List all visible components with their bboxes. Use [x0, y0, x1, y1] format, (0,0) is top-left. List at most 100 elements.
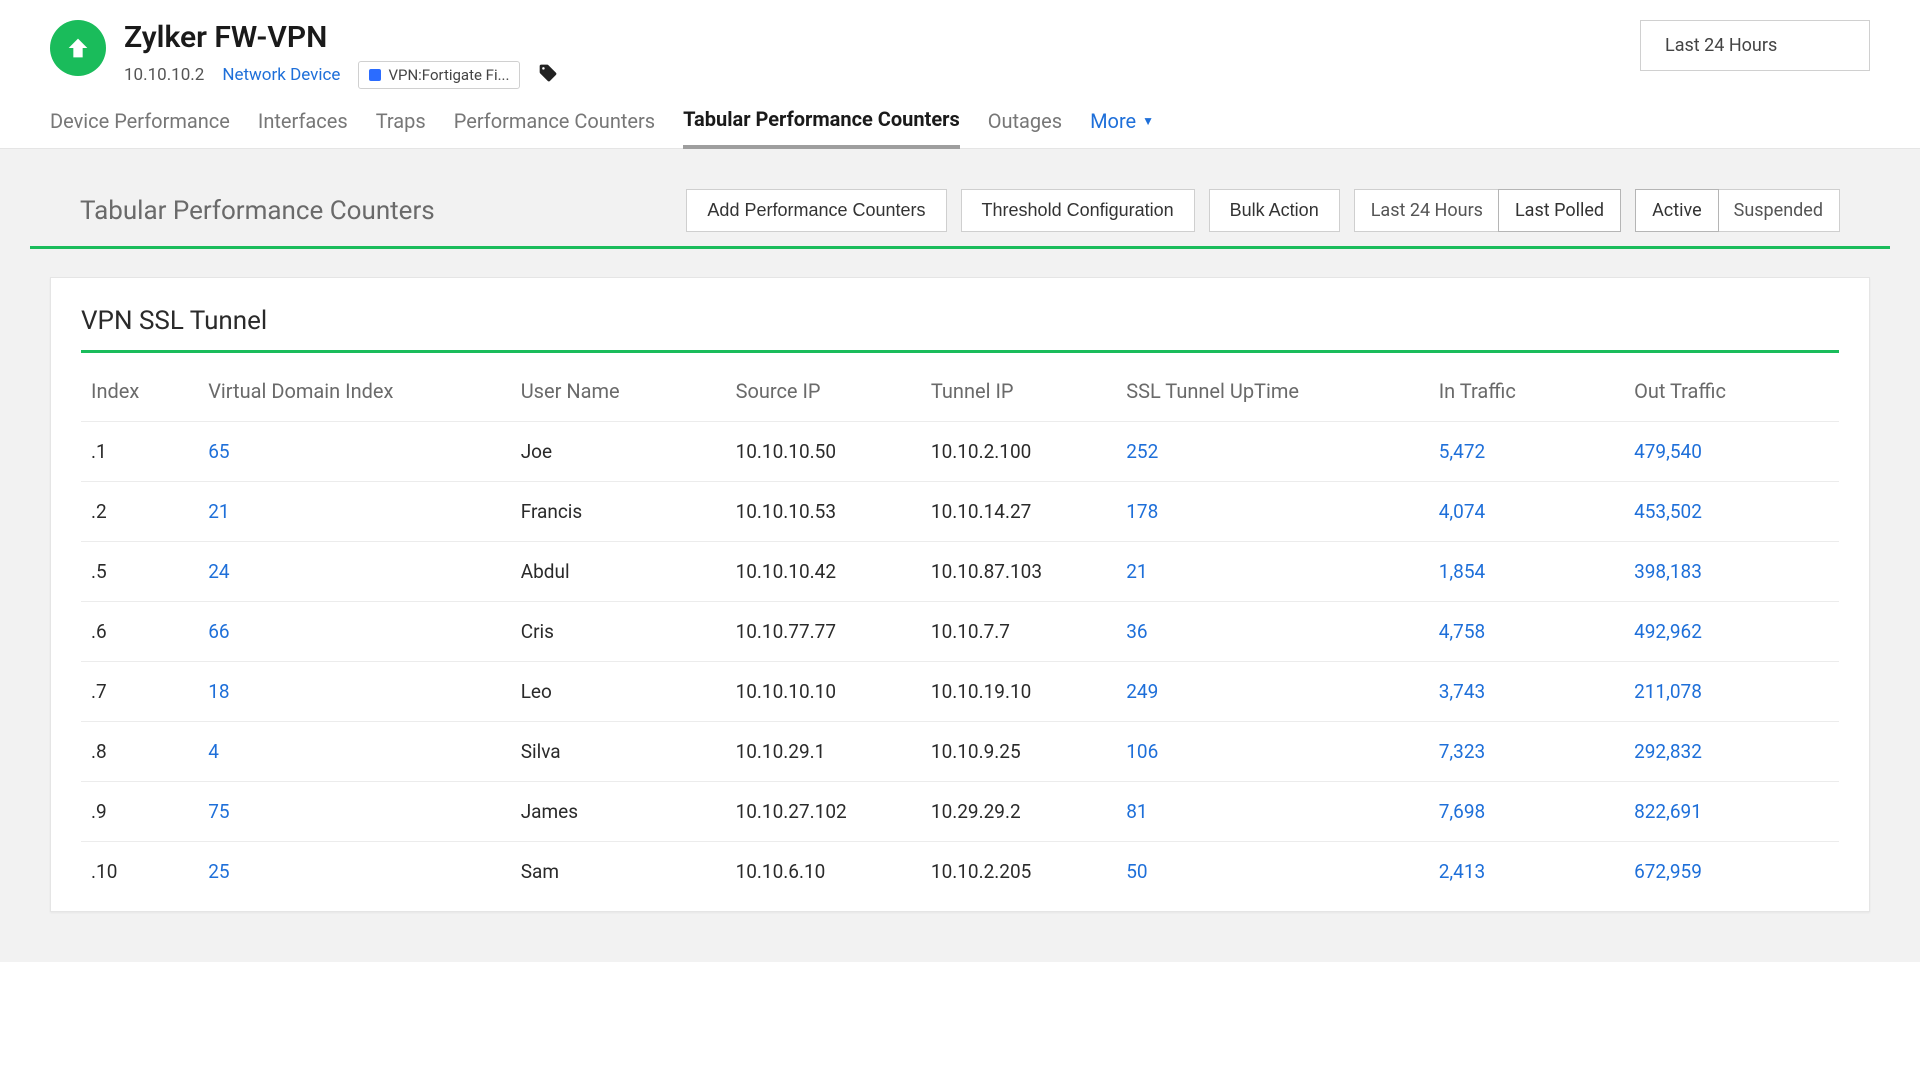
vpn-ssl-tunnel-card: VPN SSL Tunnel Index Virtual Domain Inde… — [50, 277, 1870, 912]
cell-out-traffic-link[interactable]: 492,962 — [1624, 602, 1839, 662]
table-row: .666Cris10.10.77.7710.10.7.7364,758492,9… — [81, 602, 1839, 662]
col-header-in-traffic[interactable]: In Traffic — [1429, 361, 1624, 422]
cell-in-traffic-link[interactable]: 3,743 — [1429, 662, 1624, 722]
col-header-index[interactable]: Index — [81, 361, 198, 422]
cell-tunnel-ip: 10.10.87.103 — [921, 542, 1116, 602]
cell-vdi-link[interactable]: 66 — [198, 602, 511, 662]
cell-uptime-link[interactable]: 81 — [1116, 782, 1429, 842]
bulk-action-button[interactable]: Bulk Action — [1209, 189, 1340, 232]
time-segment-24h[interactable]: Last 24 Hours — [1355, 190, 1499, 231]
cell-uptime-link[interactable]: 178 — [1116, 482, 1429, 542]
cell-uptime-link[interactable]: 249 — [1116, 662, 1429, 722]
col-header-tunnel-ip[interactable]: Tunnel IP — [921, 361, 1116, 422]
device-type-link[interactable]: Network Device — [222, 65, 340, 85]
status-segment-suspended[interactable]: Suspended — [1718, 190, 1839, 231]
cell-uptime-link[interactable]: 106 — [1116, 722, 1429, 782]
cell-tunnel-ip: 10.29.29.2 — [921, 782, 1116, 842]
cell-in-traffic-link[interactable]: 7,698 — [1429, 782, 1624, 842]
add-performance-counters-button[interactable]: Add Performance Counters — [686, 189, 946, 232]
toolbar-actions: Add Performance Counters Threshold Confi… — [686, 189, 1840, 232]
cell-index: .7 — [81, 662, 198, 722]
cell-vdi-link[interactable]: 21 — [198, 482, 511, 542]
tab-traps[interactable]: Traps — [376, 109, 426, 147]
cell-source-ip: 10.10.10.53 — [726, 482, 921, 542]
cell-username: Silva — [511, 722, 726, 782]
cell-out-traffic-link[interactable]: 211,078 — [1624, 662, 1839, 722]
tab-performance-counters[interactable]: Performance Counters — [454, 109, 655, 147]
col-header-username[interactable]: User Name — [511, 361, 726, 422]
cell-source-ip: 10.10.29.1 — [726, 722, 921, 782]
cell-username: Francis — [511, 482, 726, 542]
cell-index: .8 — [81, 722, 198, 782]
cell-uptime-link[interactable]: 21 — [1116, 542, 1429, 602]
cell-in-traffic-link[interactable]: 4,074 — [1429, 482, 1624, 542]
cell-in-traffic-link[interactable]: 1,854 — [1429, 542, 1624, 602]
tag-icon[interactable] — [538, 63, 558, 88]
table-row: .524Abdul10.10.10.4210.10.87.103211,8543… — [81, 542, 1839, 602]
cell-vdi-link[interactable]: 4 — [198, 722, 511, 782]
cell-source-ip: 10.10.10.50 — [726, 422, 921, 482]
cell-tunnel-ip: 10.10.19.10 — [921, 662, 1116, 722]
time-segment-last-polled[interactable]: Last Polled — [1498, 189, 1621, 232]
cell-vdi-link[interactable]: 25 — [198, 842, 511, 902]
table-row: .221Francis10.10.10.5310.10.14.271784,07… — [81, 482, 1839, 542]
cell-tunnel-ip: 10.10.7.7 — [921, 602, 1116, 662]
tab-tabular-performance-counters[interactable]: Tabular Performance Counters — [683, 107, 960, 149]
time-range-dropdown[interactable]: Last 24 Hours — [1640, 20, 1870, 71]
status-segment: Active Suspended — [1635, 189, 1840, 232]
header-left: Zylker FW-VPN 10.10.10.2 Network Device … — [50, 20, 558, 89]
device-subline: 10.10.10.2 Network Device VPN:Fortigate … — [124, 61, 558, 89]
title-block: Zylker FW-VPN 10.10.10.2 Network Device … — [124, 20, 558, 89]
cell-out-traffic-link[interactable]: 453,502 — [1624, 482, 1839, 542]
tab-outages[interactable]: Outages — [988, 109, 1062, 147]
cell-out-traffic-link[interactable]: 822,691 — [1624, 782, 1839, 842]
table-row: .718Leo10.10.10.1010.10.19.102493,743211… — [81, 662, 1839, 722]
cell-in-traffic-link[interactable]: 2,413 — [1429, 842, 1624, 902]
status-segment-active[interactable]: Active — [1635, 189, 1719, 232]
cell-vdi-link[interactable]: 24 — [198, 542, 511, 602]
cell-uptime-link[interactable]: 252 — [1116, 422, 1429, 482]
cell-in-traffic-link[interactable]: 5,472 — [1429, 422, 1624, 482]
col-header-out-traffic[interactable]: Out Traffic — [1624, 361, 1839, 422]
chip-label: VPN:Fortigate Fi... — [388, 66, 509, 84]
cell-index: .10 — [81, 842, 198, 902]
cell-index: .1 — [81, 422, 198, 482]
cell-source-ip: 10.10.6.10 — [726, 842, 921, 902]
cell-username: Abdul — [511, 542, 726, 602]
cell-vdi-link[interactable]: 75 — [198, 782, 511, 842]
card-title: VPN SSL Tunnel — [81, 306, 1839, 353]
tab-interfaces[interactable]: Interfaces — [258, 109, 348, 147]
cell-out-traffic-link[interactable]: 479,540 — [1624, 422, 1839, 482]
tab-more-label: More — [1090, 109, 1136, 133]
tab-more-dropdown[interactable]: More ▼ — [1090, 109, 1154, 147]
cell-vdi-link[interactable]: 18 — [198, 662, 511, 722]
cell-source-ip: 10.10.77.77 — [726, 602, 921, 662]
col-header-source-ip[interactable]: Source IP — [726, 361, 921, 422]
cell-tunnel-ip: 10.10.9.25 — [921, 722, 1116, 782]
col-header-vdi[interactable]: Virtual Domain Index — [198, 361, 511, 422]
vpn-tunnel-table: Index Virtual Domain Index User Name Sou… — [81, 361, 1839, 901]
table-row: .84Silva10.10.29.110.10.9.251067,323292,… — [81, 722, 1839, 782]
cell-in-traffic-link[interactable]: 4,758 — [1429, 602, 1624, 662]
cell-uptime-link[interactable]: 50 — [1116, 842, 1429, 902]
cell-vdi-link[interactable]: 65 — [198, 422, 511, 482]
table-row: .165Joe10.10.10.5010.10.2.1002525,472479… — [81, 422, 1839, 482]
threshold-configuration-button[interactable]: Threshold Configuration — [961, 189, 1195, 232]
chip-color-dot — [369, 69, 381, 81]
cell-username: Sam — [511, 842, 726, 902]
cell-out-traffic-link[interactable]: 672,959 — [1624, 842, 1839, 902]
col-header-uptime[interactable]: SSL Tunnel UpTime — [1116, 361, 1429, 422]
cell-source-ip: 10.10.27.102 — [726, 782, 921, 842]
device-tag-chip[interactable]: VPN:Fortigate Fi... — [358, 61, 520, 89]
table-row: .975James10.10.27.10210.29.29.2817,69882… — [81, 782, 1839, 842]
table-header-row: Index Virtual Domain Index User Name Sou… — [81, 361, 1839, 422]
tab-device-performance[interactable]: Device Performance — [50, 109, 230, 147]
status-up-icon — [50, 20, 106, 76]
cell-out-traffic-link[interactable]: 292,832 — [1624, 722, 1839, 782]
section-title: Tabular Performance Counters — [80, 196, 435, 226]
toolbar: Tabular Performance Counters Add Perform… — [30, 189, 1890, 249]
cell-index: .9 — [81, 782, 198, 842]
cell-out-traffic-link[interactable]: 398,183 — [1624, 542, 1839, 602]
cell-uptime-link[interactable]: 36 — [1116, 602, 1429, 662]
cell-in-traffic-link[interactable]: 7,323 — [1429, 722, 1624, 782]
